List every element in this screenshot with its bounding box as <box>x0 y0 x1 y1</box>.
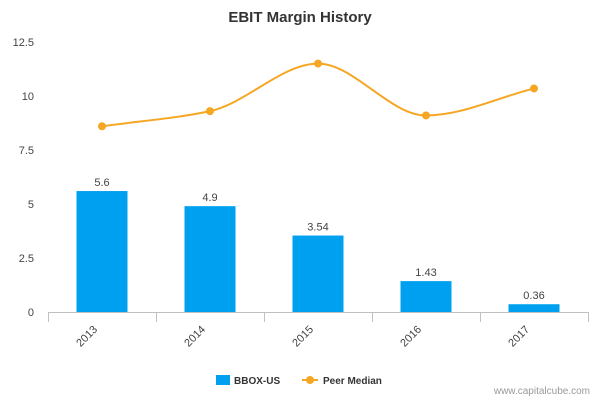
legend-bar-swatch <box>216 375 230 385</box>
legend-label-peer-median[interactable]: Peer Median <box>323 376 382 387</box>
y-tick-label: 2.5 <box>19 253 34 265</box>
y-tick-label: 7.5 <box>19 145 34 157</box>
bar-value-label: 1.43 <box>415 267 436 279</box>
x-tick-label: 2014 <box>182 324 208 350</box>
y-tick-label: 12.5 <box>13 37 34 49</box>
bar-2013[interactable] <box>76 191 128 312</box>
credit-text: www.capitalcube.com <box>493 386 590 397</box>
x-tick-label: 2015 <box>290 324 316 350</box>
bar-2014[interactable] <box>184 206 236 312</box>
x-tick-label: 2013 <box>74 324 100 350</box>
y-tick-label: 10 <box>22 91 34 103</box>
peer-median-point-2017[interactable] <box>530 84 538 93</box>
bar-series: 5.6 4.9 3.54 1.43 0.36 <box>76 177 560 312</box>
x-tick-label: 2017 <box>506 324 532 350</box>
legend-label-bbox-us[interactable]: BBOX-US <box>234 376 280 387</box>
chart-title: EBIT Margin History <box>228 9 372 26</box>
line-series <box>98 59 538 131</box>
x-tick-label: 2016 <box>398 324 424 350</box>
peer-median-point-2013[interactable] <box>98 122 106 131</box>
bar-value-label: 3.54 <box>307 222 328 234</box>
bar-2015[interactable] <box>292 235 344 312</box>
y-tick-label: 5 <box>28 199 34 211</box>
peer-median-point-2014[interactable] <box>206 107 214 116</box>
y-tick-label: 0 <box>28 307 34 319</box>
bar-2016[interactable] <box>400 281 452 312</box>
bar-value-label: 0.36 <box>523 290 544 302</box>
peer-median-point-2015[interactable] <box>314 59 322 68</box>
bar-value-label: 4.9 <box>202 192 217 204</box>
bar-value-label: 5.6 <box>94 177 109 189</box>
legend[interactable]: BBOX-US Peer Median <box>216 375 382 387</box>
peer-median-line <box>101 62 535 128</box>
peer-median-point-2016[interactable] <box>422 111 430 120</box>
bar-2017[interactable] <box>508 304 560 312</box>
legend-line-marker <box>306 376 314 384</box>
